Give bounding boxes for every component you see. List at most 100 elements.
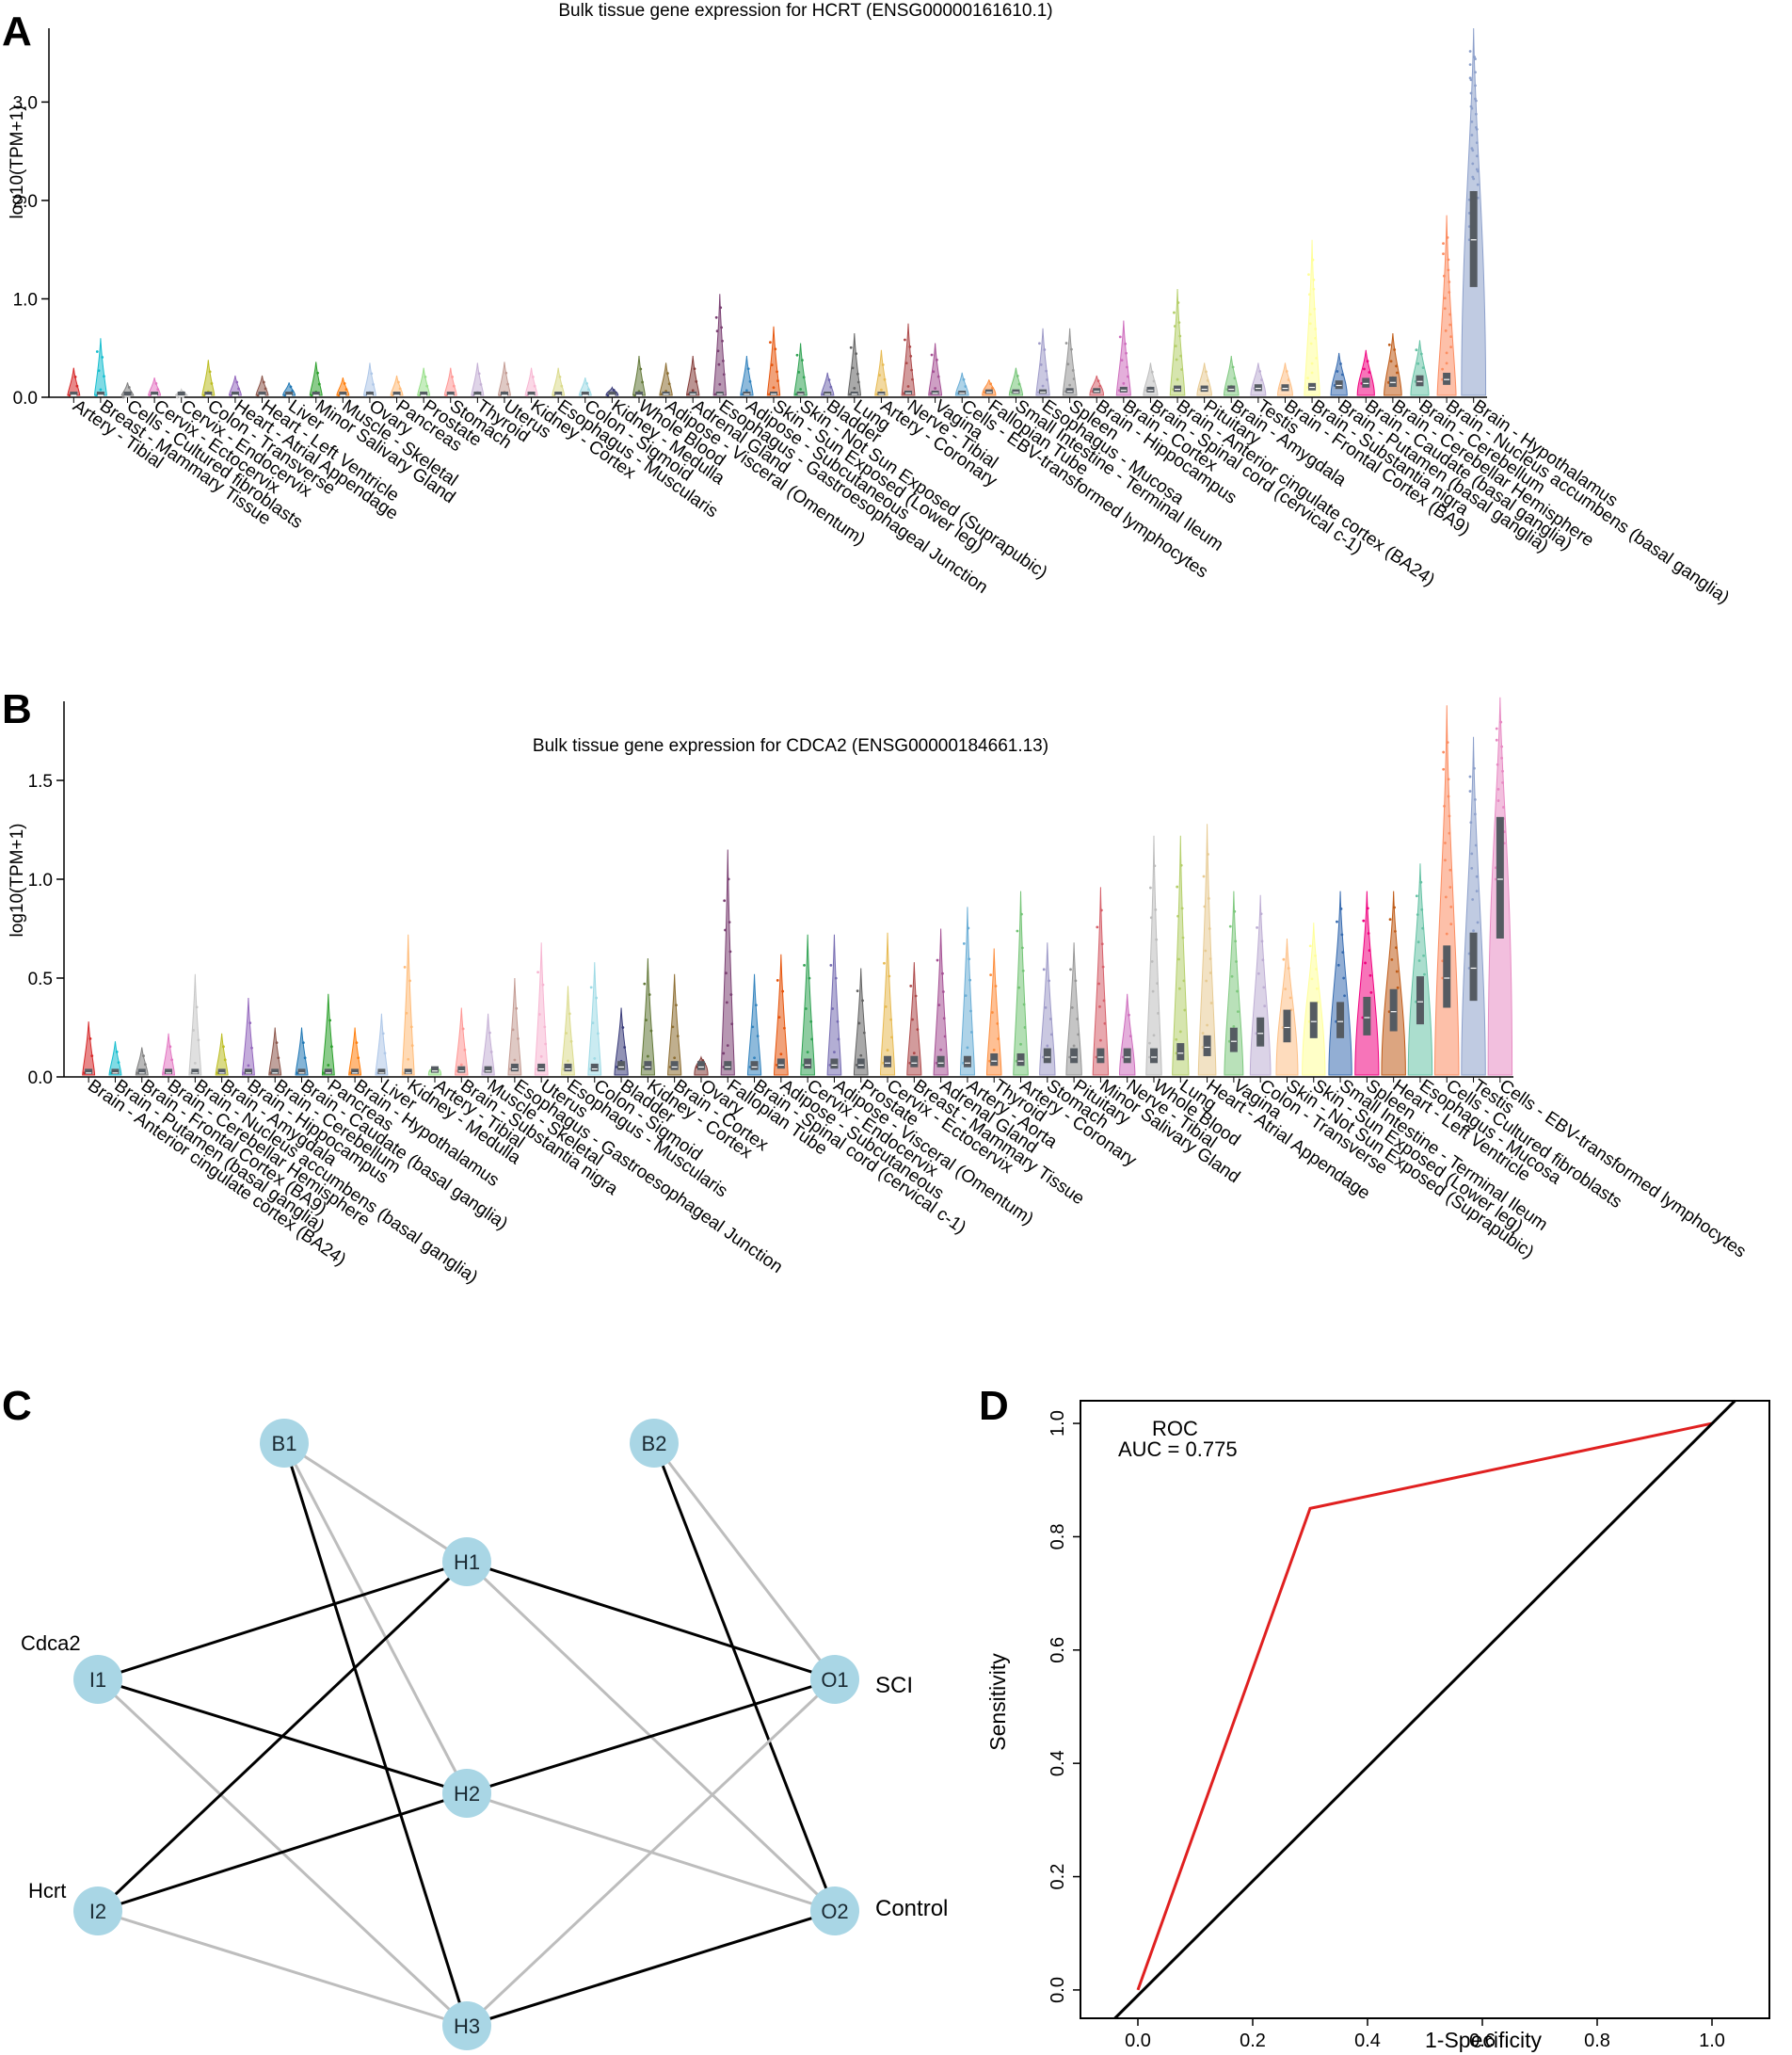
violin-point bbox=[1178, 1030, 1182, 1034]
violin-point bbox=[1124, 342, 1128, 345]
violin-point bbox=[1312, 287, 1316, 291]
violin-brain-hypothalamus bbox=[1461, 27, 1487, 396]
violin-point bbox=[1023, 1026, 1027, 1029]
violin-esophagus-mucosa bbox=[1035, 328, 1050, 396]
violin-brain-hippocampus bbox=[1089, 375, 1105, 396]
violin-point bbox=[103, 375, 105, 378]
violin-point bbox=[748, 379, 752, 383]
violin-point bbox=[665, 372, 669, 375]
violin-box bbox=[670, 1061, 679, 1070]
violin-point bbox=[264, 387, 267, 391]
violin-point bbox=[1448, 281, 1451, 283]
violin-point bbox=[912, 1052, 916, 1055]
violin-point bbox=[1071, 369, 1075, 372]
violin-point bbox=[1314, 328, 1318, 330]
violin-point bbox=[746, 367, 750, 371]
violin-point bbox=[1473, 812, 1477, 816]
violin-point bbox=[1500, 745, 1504, 748]
violin-box bbox=[404, 1068, 412, 1075]
y-tick-label: 1.0 bbox=[28, 871, 53, 891]
violin-box bbox=[151, 392, 159, 395]
violin-box bbox=[1043, 1048, 1051, 1064]
y-tick-label: 0.8 bbox=[1048, 1524, 1068, 1550]
violin-point bbox=[1444, 842, 1447, 844]
violin-point bbox=[1475, 141, 1479, 144]
violin-point bbox=[370, 372, 374, 376]
violin-adipose-subcutaneous bbox=[740, 356, 754, 396]
violin-point bbox=[881, 363, 885, 366]
violin-point bbox=[1470, 134, 1474, 136]
violin-box bbox=[590, 1063, 599, 1072]
violin-heart-atrial-appendage bbox=[228, 375, 242, 397]
violin-point bbox=[1496, 787, 1500, 791]
violin-point bbox=[857, 1021, 861, 1025]
violin-box bbox=[581, 392, 589, 395]
violin-box bbox=[696, 1061, 705, 1070]
violin-point bbox=[1340, 933, 1344, 937]
violin-body bbox=[507, 977, 522, 1076]
violin-point bbox=[1445, 932, 1448, 936]
violin-kidney-cortex bbox=[640, 957, 655, 1076]
violin-esophagus-mucosa bbox=[1407, 863, 1433, 1076]
violin-point bbox=[649, 1029, 653, 1033]
violin-point bbox=[1175, 1037, 1178, 1041]
violin-body bbox=[1118, 993, 1136, 1076]
violin-box bbox=[634, 392, 643, 395]
node-circle bbox=[442, 2001, 491, 2050]
panel-a-axes: 0.0 1.0 2.0 3.0 bbox=[13, 28, 1487, 409]
violin-point bbox=[989, 973, 993, 977]
violin-box bbox=[1388, 377, 1397, 388]
violin-box bbox=[1012, 389, 1020, 394]
violin-point bbox=[1307, 293, 1311, 297]
violin-small-intestine-terminal-ileum bbox=[1008, 367, 1024, 396]
violin-point bbox=[506, 382, 509, 386]
violin-point bbox=[888, 974, 891, 978]
violin-point bbox=[1495, 738, 1498, 742]
violin-box bbox=[285, 392, 294, 395]
violin-point bbox=[808, 976, 811, 980]
violin-point bbox=[930, 353, 934, 357]
violin-body bbox=[774, 954, 789, 1076]
violin-pancreas bbox=[390, 375, 404, 397]
violin-point bbox=[1446, 741, 1449, 745]
violin-box bbox=[1362, 377, 1370, 388]
violin-point bbox=[1288, 996, 1292, 1000]
violin-point bbox=[405, 1011, 408, 1015]
violin-point bbox=[1471, 898, 1475, 901]
violin-body bbox=[363, 362, 376, 396]
violin-body bbox=[1461, 736, 1486, 1076]
violin-box bbox=[617, 1061, 626, 1070]
violin-point bbox=[884, 1005, 888, 1008]
violin-point bbox=[936, 358, 938, 361]
violin-body bbox=[471, 362, 485, 396]
violin-point bbox=[1476, 169, 1480, 173]
violin-point bbox=[962, 377, 966, 381]
violin-point bbox=[1443, 297, 1447, 300]
violin-thyroid bbox=[985, 948, 1002, 1076]
violin-point bbox=[1098, 384, 1102, 388]
violin-point bbox=[916, 1028, 920, 1032]
violin-point bbox=[407, 1057, 410, 1061]
violin-body bbox=[1434, 705, 1460, 1076]
violin-point bbox=[1449, 345, 1452, 349]
violin-point bbox=[425, 384, 429, 388]
violin-point bbox=[1468, 50, 1472, 53]
violin-box bbox=[1363, 996, 1371, 1036]
violin-body bbox=[1092, 887, 1110, 1076]
violin-adipose-visceral-omentum- bbox=[659, 362, 673, 396]
violin-body bbox=[1302, 923, 1326, 1076]
violin-box bbox=[804, 1058, 812, 1069]
violin-box bbox=[177, 392, 185, 395]
violin-point bbox=[1231, 365, 1235, 369]
violin-point bbox=[856, 380, 860, 384]
violin-body bbox=[375, 1013, 389, 1076]
violin-box bbox=[1200, 385, 1208, 393]
roc-auc-label: AUC = 0.775 bbox=[1118, 1437, 1238, 1461]
violin-point bbox=[1148, 1041, 1151, 1045]
violin-brain-cerebellar-hemisphere bbox=[1384, 333, 1402, 396]
y-tick-label: 3.0 bbox=[13, 93, 38, 113]
violin-point bbox=[968, 957, 971, 961]
violin-point bbox=[1120, 359, 1124, 362]
violin-point bbox=[776, 379, 779, 382]
violin-box bbox=[96, 392, 104, 395]
